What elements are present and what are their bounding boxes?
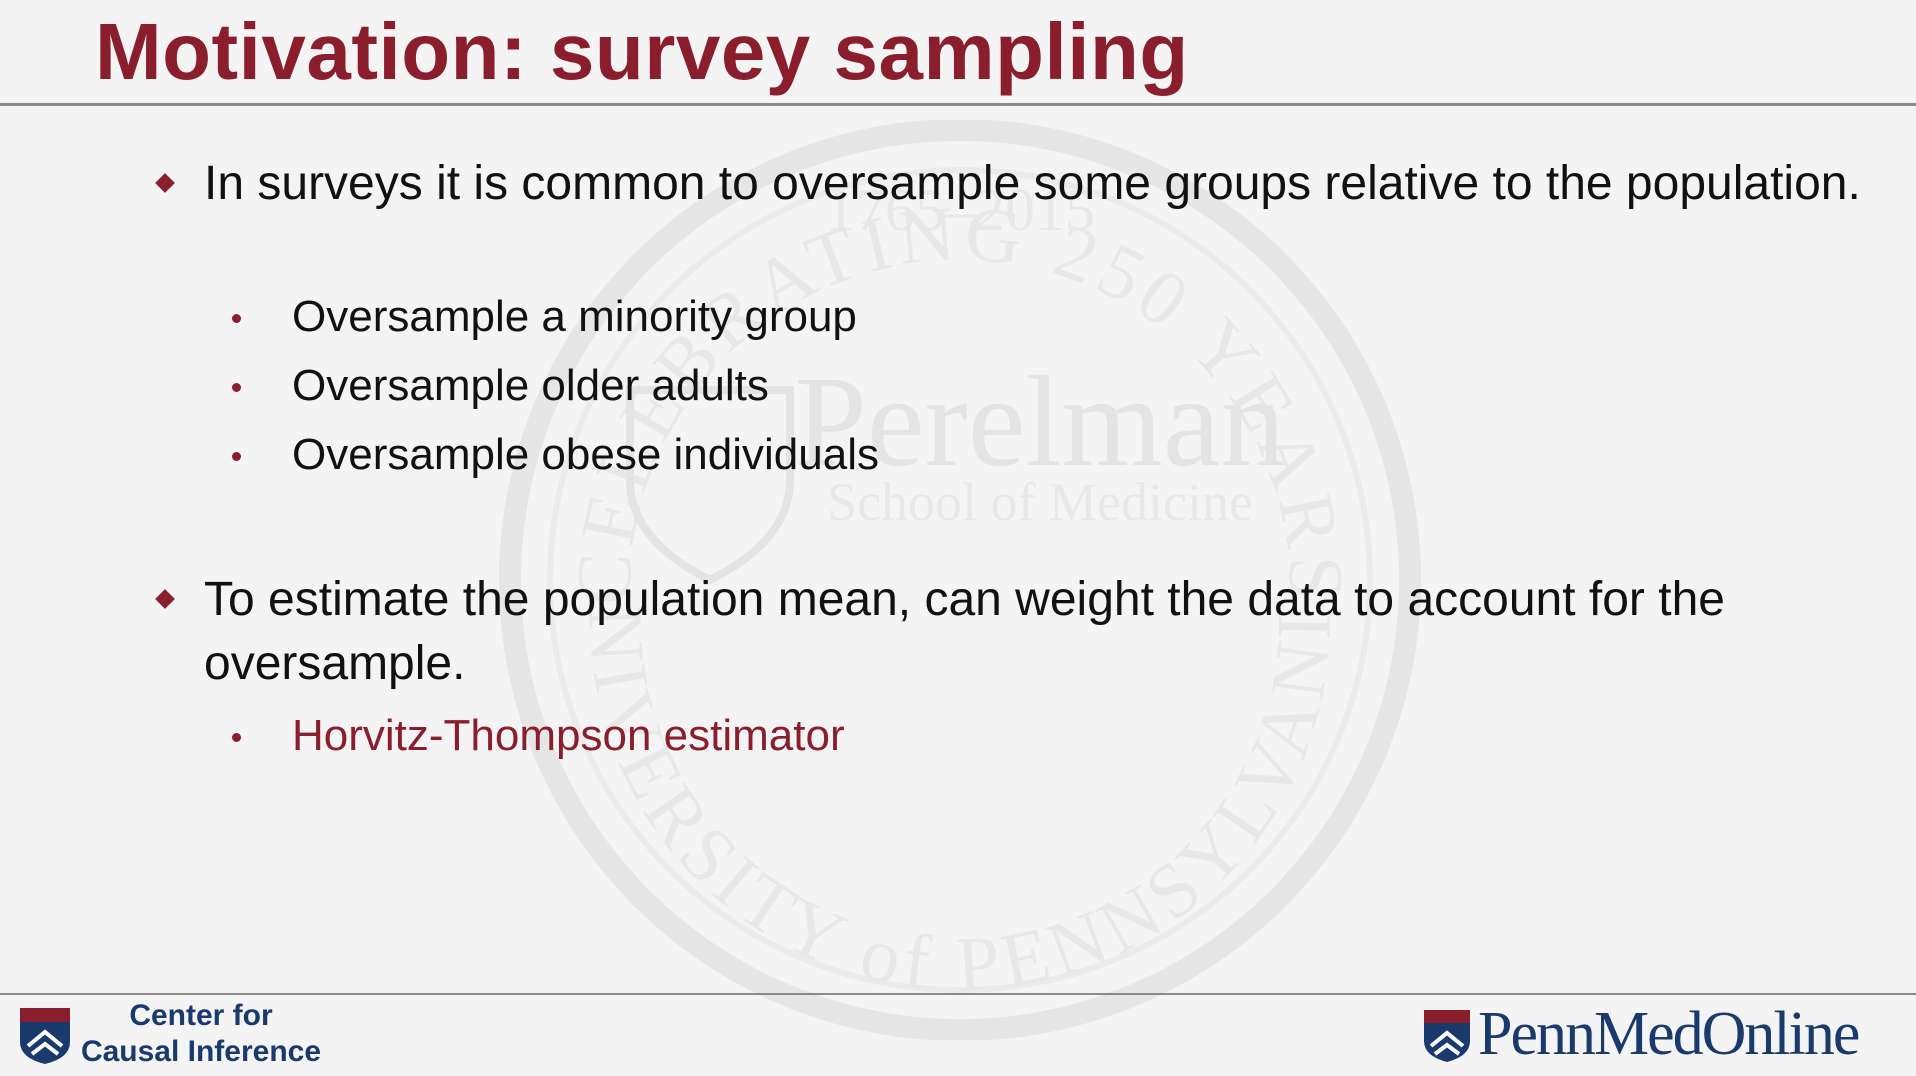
sub-bullet-text: Horvitz-Thompson estimator xyxy=(292,711,845,760)
diamond-bullet-icon xyxy=(155,589,175,609)
bullet-text: To estimate the population mean, can wei… xyxy=(204,573,1725,690)
sub-bullet-text: Oversample older adults xyxy=(292,361,769,410)
slide-footer: Center for Causal Inference PennMedOnlin… xyxy=(0,996,1916,1076)
dot-bullet-icon xyxy=(232,383,241,392)
footer-divider xyxy=(0,993,1916,995)
sub-bullet-text: Oversample obese individuals xyxy=(292,430,879,479)
slide-content: In surveys it is common to oversample so… xyxy=(155,157,1861,760)
dot-bullet-icon xyxy=(232,733,241,742)
slide-title: Motivation: survey sampling xyxy=(95,7,1189,96)
bullet-text: In surveys it is common to oversample so… xyxy=(204,157,1861,210)
title-divider xyxy=(0,103,1916,106)
sub-bullet-text: Oversample a minority group xyxy=(292,292,857,341)
center-for-causal-inference-logo: Center for Causal Inference xyxy=(80,999,322,1068)
dot-bullet-icon xyxy=(232,314,241,323)
pennmedonline-logo: PennMedOnline xyxy=(1478,1000,1860,1068)
penn-shield-icon xyxy=(1424,1010,1470,1062)
dot-bullet-icon xyxy=(232,452,241,461)
penn-shield-icon xyxy=(20,1008,70,1064)
diamond-bullet-icon xyxy=(155,173,175,193)
